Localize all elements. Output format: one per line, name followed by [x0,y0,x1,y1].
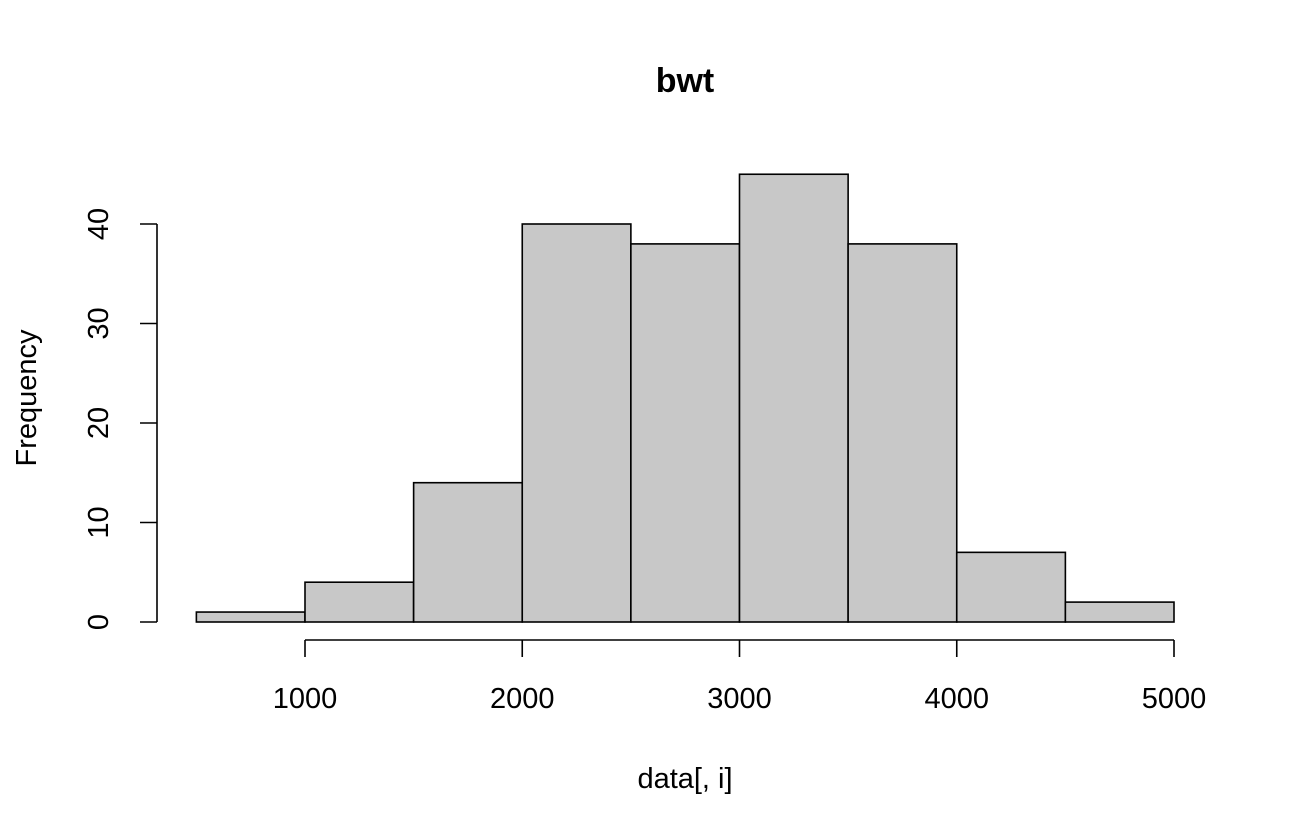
y-tick-label-0: 0 [83,614,115,630]
histogram-bar-3 [412,481,524,623]
histogram-bar-5 [630,243,741,623]
x-axis: 1000 2000 3000 4000 5000 [273,639,1207,715]
histogram-bars [195,173,1175,623]
histogram-bar-2 [304,581,415,623]
x-axis-label: data[, i] [637,763,732,795]
y-tick-label-10: 10 [83,506,115,538]
x-tick-label-3000: 3000 [707,683,772,715]
x-tick-label-5000: 5000 [1142,683,1207,715]
histogram-bar-4 [521,223,632,623]
y-axis: 0 10 20 30 40 [83,208,158,630]
histogram-bar-8 [955,551,1067,623]
histogram-bar-6 [738,173,849,623]
y-axis-label: Frequency [11,329,43,467]
y-tick-label-20: 20 [83,407,115,439]
y-tick-label-30: 30 [83,307,115,339]
y-tick-label-40: 40 [83,208,115,240]
histogram-bar-9 [1064,601,1175,623]
x-tick-label-1000: 1000 [273,683,338,715]
chart-title: bwt [656,62,715,100]
x-tick-label-4000: 4000 [924,683,989,715]
histogram-bar-7 [847,243,958,623]
histogram-bar-1 [195,611,306,623]
x-tick-label-2000: 2000 [490,683,555,715]
